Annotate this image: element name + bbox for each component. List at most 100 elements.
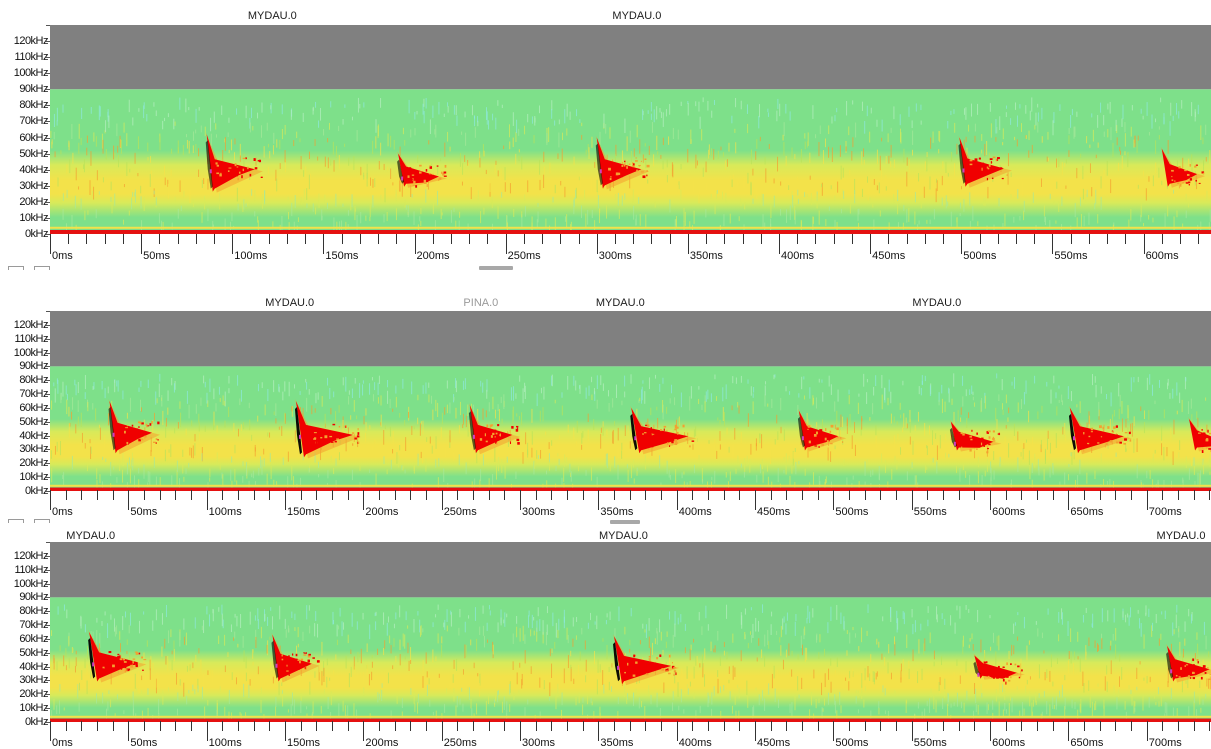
time-tick-label: 400ms (678, 506, 712, 518)
time-tick (504, 490, 506, 500)
species-label[interactable]: PINA.0 (463, 297, 499, 309)
time-tick-label: 50ms (130, 506, 158, 518)
frequency-tick (46, 722, 50, 723)
species-label[interactable]: MYDAU.0 (595, 297, 645, 309)
time-tick (551, 490, 553, 500)
species-label-row: MYDAU.0 PINA.0 MYDAU.0 MYDAU.0 (50, 297, 1211, 311)
time-tick (341, 234, 343, 244)
time-tick (629, 721, 631, 731)
time-tick-label: 100ms (208, 737, 242, 749)
time-tick (286, 234, 288, 244)
time-tick (676, 721, 678, 741)
horizontal-scrollbar[interactable] (50, 520, 1211, 524)
frequency-tick (46, 491, 50, 492)
frequency-tick-label: 120kHz (13, 35, 49, 48)
time-tick (505, 234, 507, 254)
time-tick (596, 234, 598, 254)
frequency-tick (46, 555, 50, 557)
time-tick (692, 721, 694, 731)
time-tick (1015, 234, 1017, 244)
time-tick (323, 234, 325, 254)
zoom-control-button[interactable] (8, 266, 24, 270)
time-tick (86, 234, 88, 244)
frequency-tick-label: 100kHz (13, 67, 49, 80)
bat-call (949, 419, 1002, 454)
time-tick (645, 490, 647, 500)
time-tick (222, 490, 224, 500)
frequency-tick-label: 90kHz (19, 83, 48, 96)
time-tick (739, 490, 741, 500)
frequency-tick-label: 80kHz (19, 374, 48, 387)
spectrogram-view[interactable] (50, 25, 1211, 234)
time-tick (450, 234, 452, 244)
time-tick (706, 234, 708, 244)
zoom-control-button[interactable] (34, 519, 50, 523)
time-tick (410, 721, 412, 731)
time-tick-label: 600ms (992, 737, 1026, 749)
time-tick (651, 234, 653, 244)
time-tick (1131, 490, 1133, 500)
frequency-tick (46, 137, 50, 139)
time-tick (802, 721, 804, 731)
time-tick (1161, 234, 1163, 244)
frequency-tick (46, 611, 50, 613)
frequency-tick-label: 10kHz (19, 211, 48, 224)
time-tick-label: 250ms (443, 506, 477, 518)
spectrogram-view[interactable] (50, 542, 1211, 722)
frequency-tick-label: 40kHz (19, 429, 48, 442)
frequency-tick (46, 380, 50, 382)
scrollbar-thumb[interactable] (479, 266, 513, 270)
time-tick (906, 234, 908, 244)
time-tick (896, 721, 898, 731)
frequency-tick-label: 30kHz (19, 179, 48, 192)
species-label[interactable]: MYDAU.0 (612, 10, 662, 22)
time-tick (1052, 490, 1054, 500)
species-label[interactable]: MYDAU.0 (1156, 530, 1206, 542)
masked-frequency-band (50, 542, 1211, 598)
bat-call (294, 399, 361, 459)
horizontal-scrollbar[interactable] (50, 266, 1211, 270)
time-tick (817, 721, 819, 731)
time-tick-label: 500ms (835, 737, 869, 749)
species-label[interactable]: MYDAU.0 (912, 297, 962, 309)
frequency-tick-label: 70kHz (19, 619, 48, 632)
time-tick-label: 300ms (522, 506, 556, 518)
time-tick-label: 300ms (598, 250, 632, 262)
time-tick (1143, 234, 1145, 254)
time-tick-label: 550ms (913, 506, 947, 518)
frequency-tick (46, 41, 50, 43)
time-tick (833, 490, 835, 510)
scrollbar-thumb[interactable] (610, 520, 640, 524)
frequency-axis: 130kHz 120kHz 110kHz 100kHz 90kHz 80kHz 70kHz 6… (0, 307, 50, 497)
bat-call (630, 405, 697, 455)
species-label[interactable]: MYDAU.0 (265, 297, 315, 309)
time-tick (128, 490, 130, 510)
spectrogram-background (50, 366, 1211, 491)
time-tick (614, 490, 616, 500)
spectrogram-panel-1: MYDAU.0 MYDAU.0 130kHz 120kHz 110kHz 100kHz 9… (0, 0, 1211, 278)
time-tick (669, 234, 671, 244)
time-tick (1052, 721, 1054, 731)
spectrogram-view[interactable] (50, 311, 1211, 491)
time-tick (535, 490, 537, 500)
time-tick (410, 490, 412, 500)
species-label[interactable]: MYDAU.0 (66, 530, 116, 542)
zoom-control-button[interactable] (34, 266, 50, 270)
time-tick (961, 234, 963, 254)
time-tick-label: 50ms (130, 737, 158, 749)
frequency-tick-label: 40kHz (19, 660, 48, 673)
time-tick-label: 200ms (416, 250, 450, 262)
time-tick-label: 0ms (52, 737, 73, 749)
time-tick (815, 234, 817, 244)
species-label[interactable]: MYDAU.0 (247, 10, 297, 22)
time-tick (755, 721, 757, 741)
frequency-tick (46, 366, 50, 368)
frequency-tick-label: 80kHz (19, 605, 48, 618)
time-tick (469, 234, 471, 244)
zoom-control-button[interactable] (8, 519, 24, 523)
time-tick (144, 721, 145, 731)
species-label[interactable]: MYDAU.0 (598, 530, 648, 542)
bat-call (205, 132, 263, 193)
time-tick (724, 234, 726, 244)
time-tick (1162, 490, 1164, 500)
